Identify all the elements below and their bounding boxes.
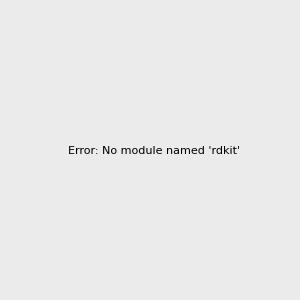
Text: Error: No module named 'rdkit': Error: No module named 'rdkit': [68, 146, 240, 157]
